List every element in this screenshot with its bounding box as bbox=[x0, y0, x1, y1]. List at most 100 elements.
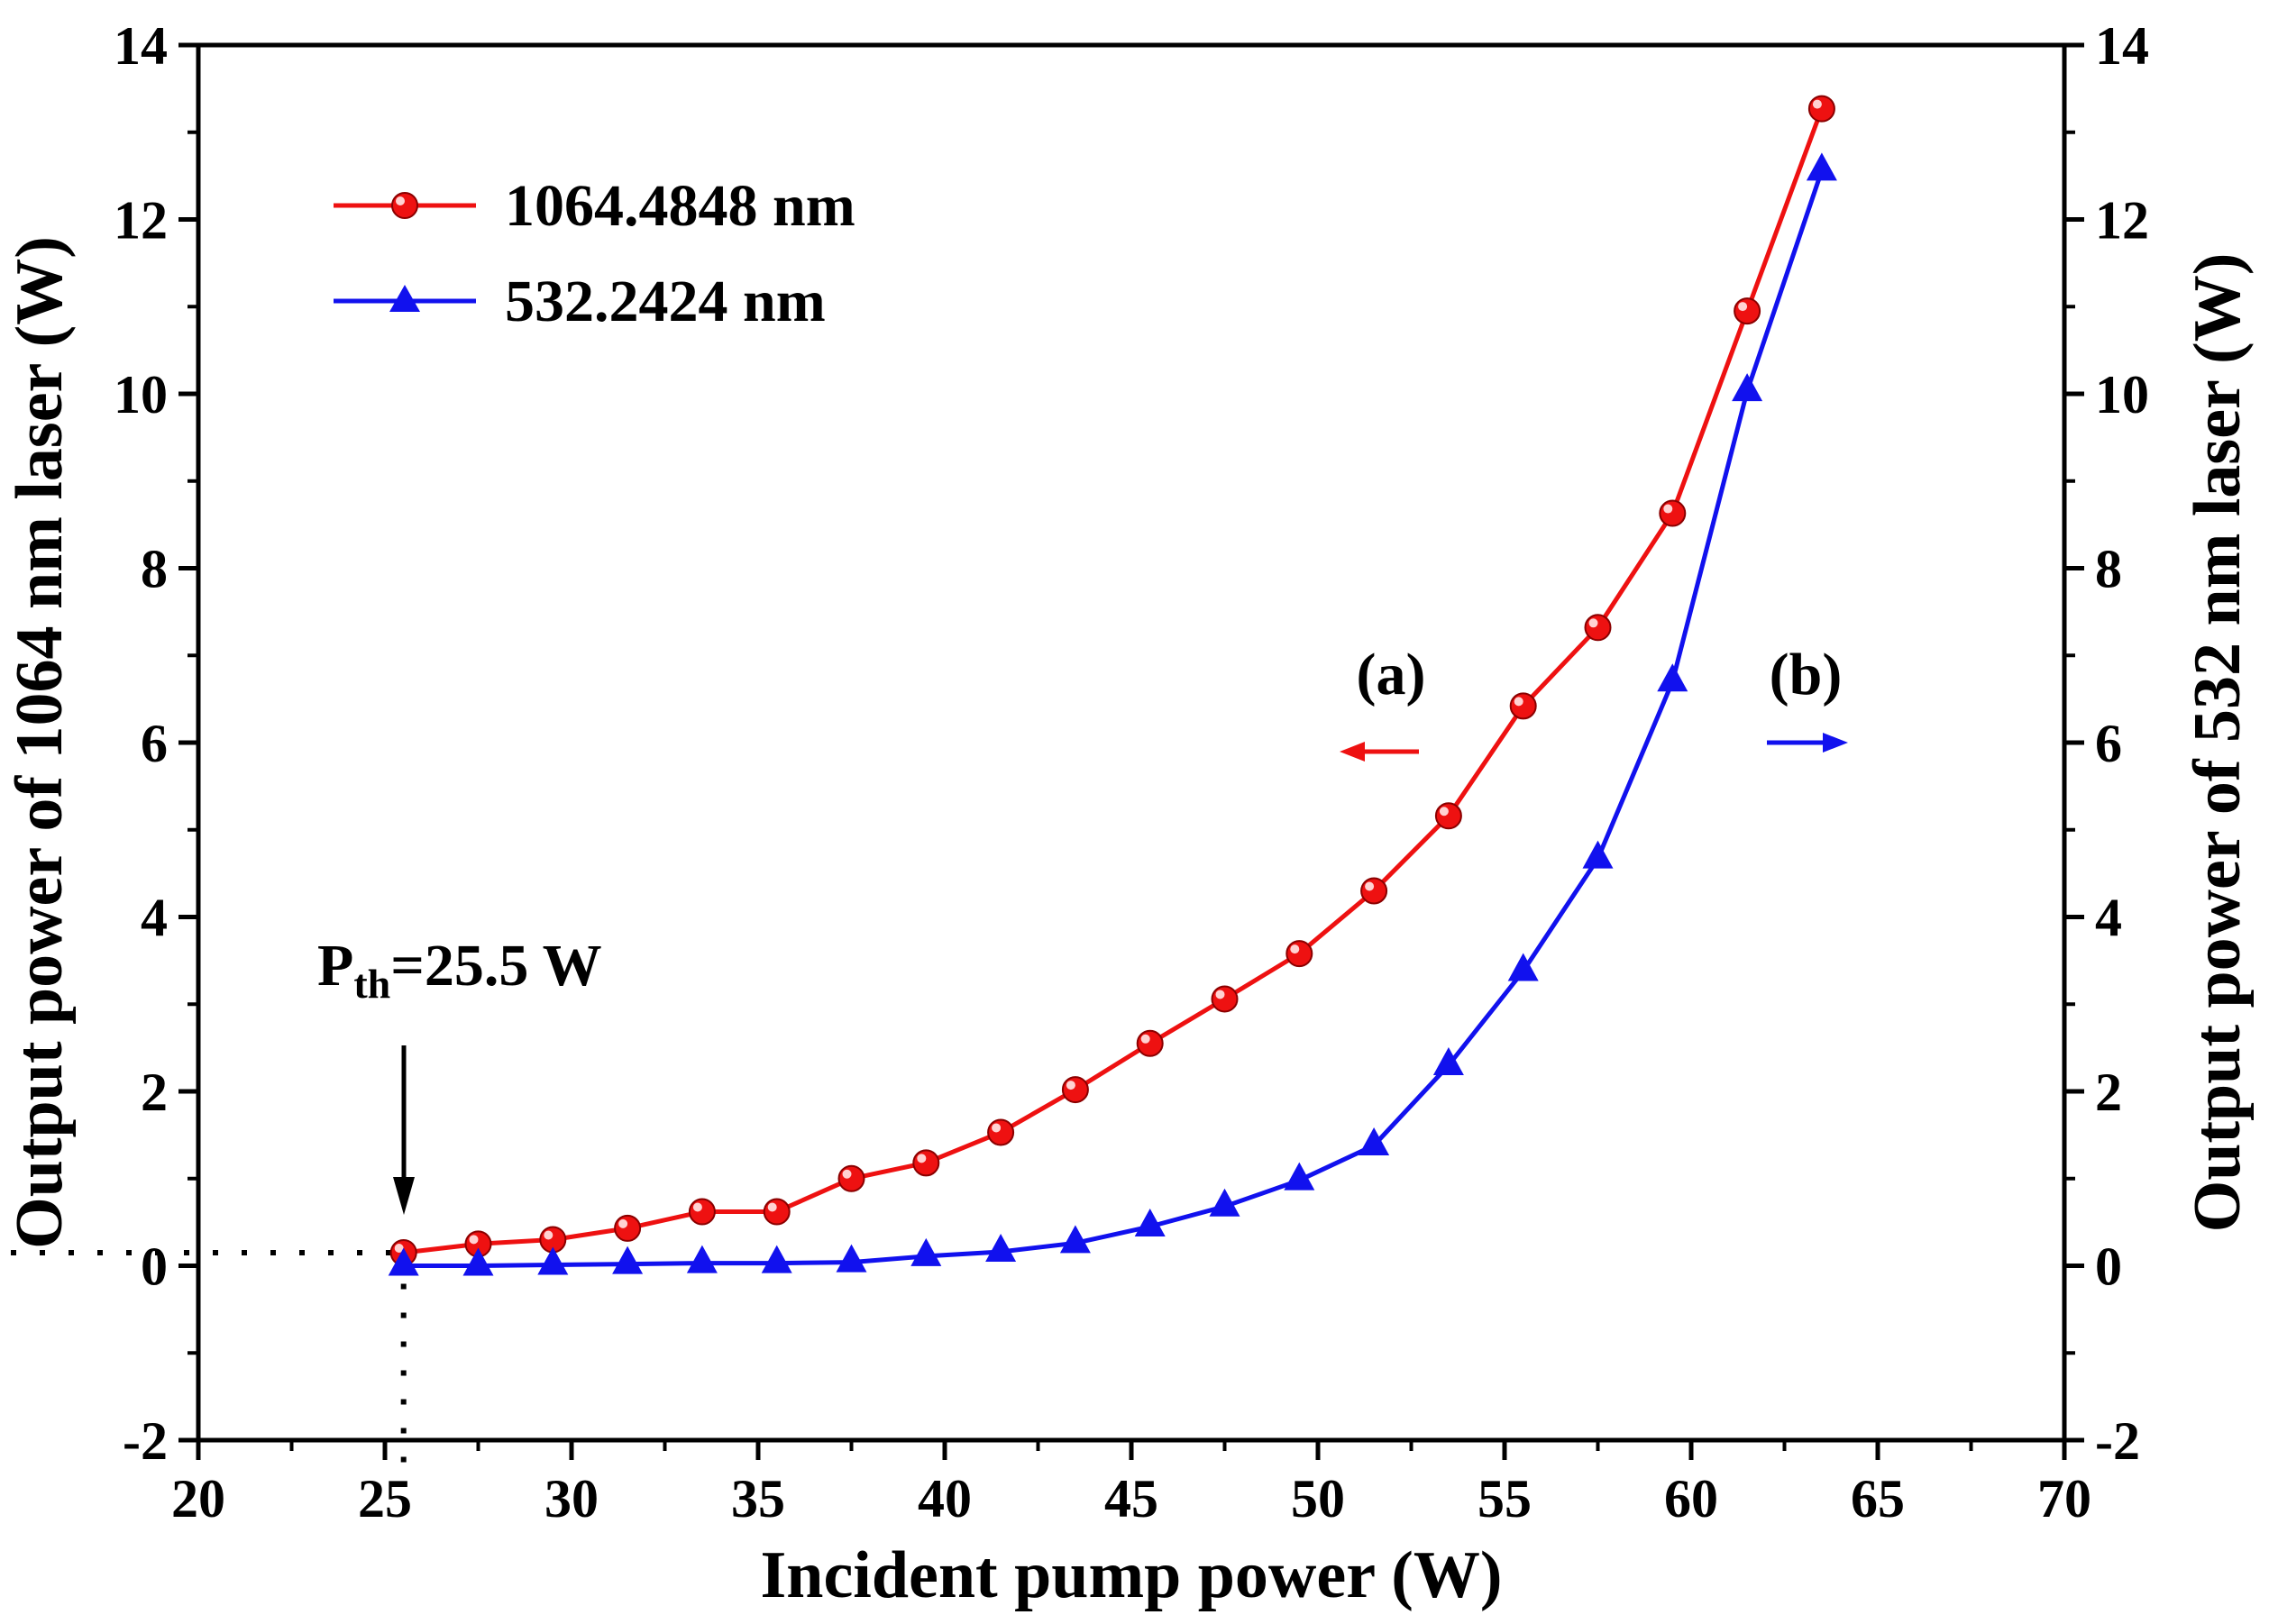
x-tick-label: 55 bbox=[1478, 1469, 1532, 1528]
data-point-triangle bbox=[1134, 1208, 1166, 1236]
data-point-triangle bbox=[1432, 1046, 1464, 1075]
data-point-triangle bbox=[388, 1247, 419, 1276]
data-point-triangle bbox=[686, 1245, 718, 1273]
x-tick-label: 60 bbox=[1664, 1469, 1718, 1528]
data-point-circle bbox=[1807, 95, 1835, 123]
data-point-highlight bbox=[1215, 990, 1225, 999]
data-point-highlight bbox=[1066, 1081, 1075, 1090]
y-right-tick-label: 8 bbox=[2095, 540, 2122, 599]
y-right-tick-label: 4 bbox=[2095, 889, 2122, 948]
y-axis-right-title: Output power of 532 nm laser (W) bbox=[2181, 253, 2255, 1233]
data-point-highlight bbox=[692, 1202, 702, 1212]
data-point-highlight bbox=[544, 1230, 554, 1240]
legend-marker-circle bbox=[391, 192, 418, 219]
data-point-highlight bbox=[767, 1202, 777, 1212]
y-left-tick-label: -2 bbox=[123, 1411, 168, 1471]
data-point-circle bbox=[1584, 614, 1612, 642]
data-point-triangle bbox=[1507, 953, 1539, 981]
x-axis-title: Incident pump power (W) bbox=[761, 1538, 1503, 1612]
data-point-triangle bbox=[1657, 663, 1688, 692]
data-point-triangle bbox=[1806, 152, 1837, 181]
y-right-tick-label: 12 bbox=[2095, 191, 2149, 251]
x-tick-label: 70 bbox=[2037, 1469, 2091, 1528]
x-tick-label: 30 bbox=[544, 1469, 599, 1528]
y-right-tick-label: 2 bbox=[2095, 1063, 2122, 1122]
data-point-highlight bbox=[618, 1218, 628, 1228]
y-right-tick-label: 10 bbox=[2095, 365, 2149, 424]
arrow-left-red bbox=[1340, 742, 1419, 762]
data-point-triangle bbox=[1582, 840, 1614, 869]
series-line-532-2424-nm bbox=[403, 169, 1825, 1268]
data-point-triangle bbox=[910, 1237, 942, 1266]
y-left-tick-label: 10 bbox=[114, 365, 168, 424]
data-point-circle bbox=[1434, 802, 1462, 830]
data-point-highlight bbox=[1738, 302, 1748, 312]
x-tick-label: 65 bbox=[1851, 1469, 1905, 1528]
data-point-highlight bbox=[1812, 99, 1822, 109]
x-tick-label: 40 bbox=[918, 1469, 972, 1528]
data-point-highlight bbox=[992, 1123, 1002, 1133]
threshold-arrow bbox=[393, 1045, 415, 1215]
data-point-triangle bbox=[537, 1246, 569, 1275]
data-point-circle bbox=[987, 1118, 1015, 1146]
data-point-triangle bbox=[1209, 1188, 1240, 1217]
y-left-tick-label: 2 bbox=[141, 1063, 168, 1122]
data-point-highlight bbox=[917, 1154, 927, 1163]
data-point-circle bbox=[763, 1198, 791, 1226]
data-point-circle bbox=[1509, 692, 1537, 720]
data-point-circle bbox=[1734, 297, 1761, 325]
y-left-tick-label: 8 bbox=[141, 540, 168, 599]
arrow-right-blue bbox=[1767, 733, 1848, 753]
data-point-highlight bbox=[1140, 1034, 1150, 1044]
data-point-triangle bbox=[1059, 1225, 1091, 1254]
x-tick-label: 35 bbox=[731, 1469, 785, 1528]
data-point-circle bbox=[1659, 499, 1687, 527]
data-point-highlight bbox=[1365, 881, 1375, 891]
y-left-tick-label: 12 bbox=[114, 191, 168, 251]
data-point-circle bbox=[1285, 940, 1313, 968]
legend-label-1064: 1064.4848 nm bbox=[505, 173, 855, 239]
data-point-circle bbox=[1360, 877, 1388, 905]
x-tick-label: 45 bbox=[1104, 1469, 1158, 1528]
data-point-triangle bbox=[836, 1244, 867, 1273]
threshold-sub: th bbox=[353, 961, 390, 1007]
data-point-circle bbox=[837, 1164, 865, 1192]
threshold-p: P bbox=[317, 933, 353, 999]
data-point-triangle bbox=[462, 1247, 494, 1276]
y-left-tick-label: 14 bbox=[114, 16, 168, 76]
x-tick-label: 20 bbox=[171, 1469, 225, 1528]
data-point-triangle bbox=[985, 1234, 1017, 1263]
data-point-triangle bbox=[1359, 1127, 1390, 1155]
data-point-triangle bbox=[761, 1245, 792, 1273]
legend: 1064.4848 nm 532.2424 nm bbox=[334, 173, 855, 334]
data-point-triangle bbox=[1284, 1162, 1315, 1191]
y-right-tick-label: 6 bbox=[2095, 714, 2122, 773]
data-point-highlight bbox=[394, 1243, 404, 1253]
x-tick-label: 50 bbox=[1291, 1469, 1345, 1528]
legend-marker-triangle bbox=[389, 285, 420, 312]
threshold-guides bbox=[11, 1249, 407, 1478]
data-point-circle bbox=[912, 1149, 940, 1177]
x-tick-label: 25 bbox=[358, 1469, 412, 1528]
legend-label-532: 532.2424 nm bbox=[505, 269, 826, 334]
annotation-a: (a) bbox=[1357, 642, 1426, 707]
data-point-circle bbox=[1061, 1076, 1089, 1104]
data-point-highlight bbox=[1663, 504, 1673, 514]
ticks-layer: 20 25 30 35 40 45 50 55 60 65 70-2 -20 02 24 46 68 810 10… bbox=[114, 16, 2149, 1528]
data-point-highlight bbox=[469, 1235, 479, 1245]
data-point-circle bbox=[1211, 985, 1239, 1013]
threshold-value: =25.5 W bbox=[390, 933, 601, 999]
data-point-triangle bbox=[612, 1245, 644, 1274]
data-point-circle bbox=[1136, 1029, 1164, 1057]
data-point-highlight bbox=[842, 1169, 852, 1179]
annotation-b: (b) bbox=[1770, 642, 1843, 707]
y-left-tick-label: 6 bbox=[141, 714, 168, 773]
data-point-circle bbox=[688, 1198, 716, 1226]
y-axis-left-title: Output power of 1064 nm laser (W) bbox=[3, 236, 77, 1249]
y-left-tick-label: 4 bbox=[141, 889, 168, 948]
y-right-tick-label: 14 bbox=[2095, 16, 2149, 76]
threshold-label: Pth=25.5 W bbox=[317, 933, 602, 1007]
y-left-tick-label: 0 bbox=[141, 1237, 168, 1297]
y-right-tick-label: 0 bbox=[2095, 1237, 2122, 1297]
